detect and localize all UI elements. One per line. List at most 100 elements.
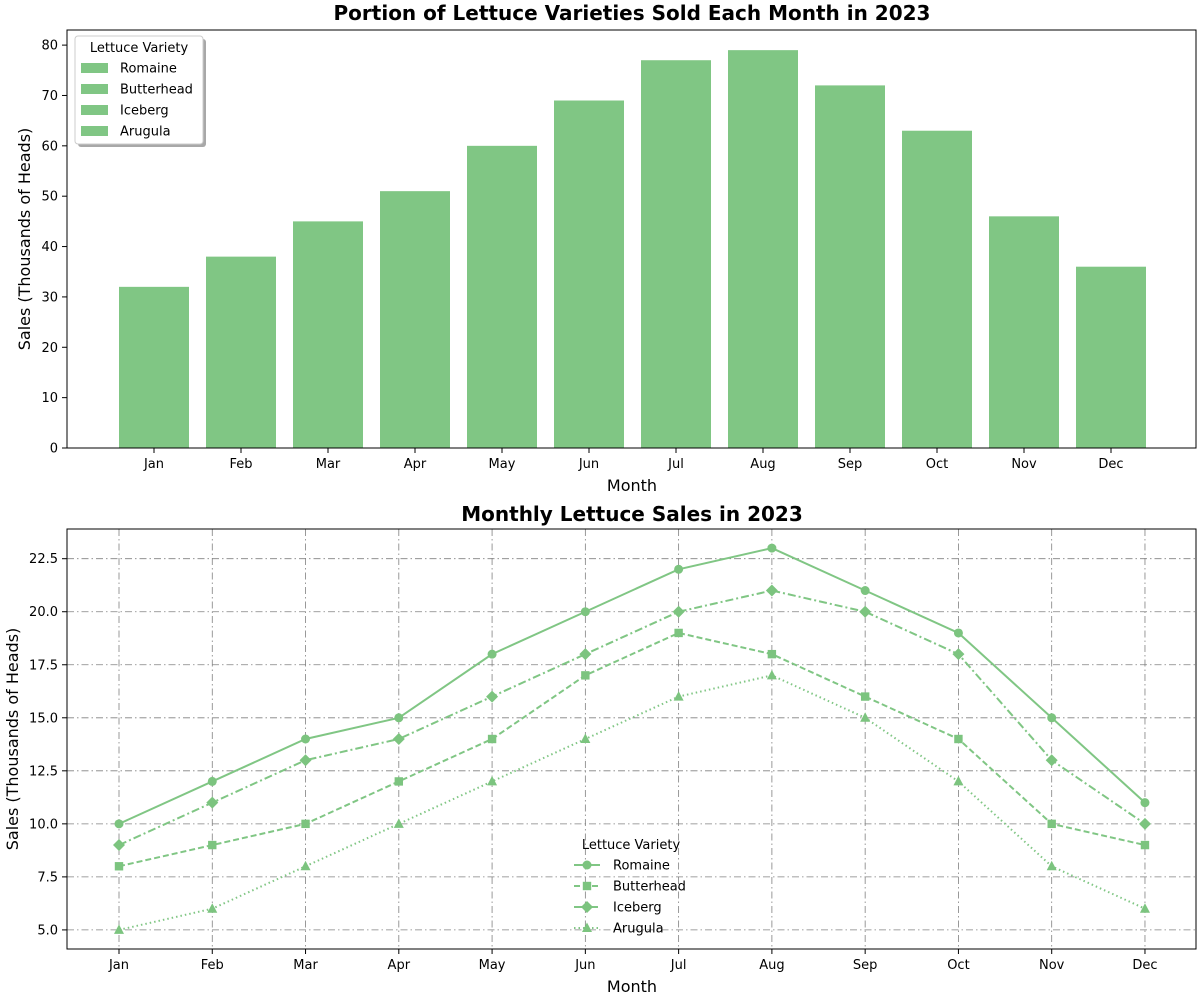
- point-iceberg: [1138, 817, 1151, 830]
- bar-chart: Portion of Lettuce Varieties Sold Each M…: [15, 1, 1197, 495]
- bar-jan: [119, 286, 189, 448]
- bar-apr: [380, 191, 450, 449]
- point-arugula: [1139, 903, 1150, 913]
- line-x-tick-label: May: [479, 958, 506, 973]
- line-y-tick-label: 22.5: [29, 552, 58, 567]
- bar-jul: [641, 60, 711, 449]
- bar-sep: [815, 85, 885, 449]
- bar-x-tick-label: Feb: [229, 457, 252, 472]
- point-butterhead: [954, 734, 963, 744]
- point-arugula: [393, 818, 404, 828]
- point-arugula: [207, 903, 218, 913]
- bar-y-ticks: 0 10 20 30 40 50 60 70 80: [41, 39, 67, 457]
- point-butterhead: [1047, 819, 1056, 829]
- line-x-axis-label: Month: [607, 977, 657, 996]
- series-iceberg: [113, 584, 1151, 852]
- line-y-tick-label: 15.0: [29, 711, 58, 726]
- line-y-tick-label: 12.5: [29, 764, 58, 779]
- line-legend-marker: [582, 922, 592, 932]
- point-arugula: [300, 860, 311, 871]
- line-legend-marker: [582, 860, 592, 870]
- line-legend-entries: Romaine Butterhead Iceberg Arugula: [574, 859, 686, 937]
- bar-aug: [728, 50, 798, 448]
- bar-x-tick-label: May: [489, 457, 516, 472]
- line-legend-marker: [581, 901, 593, 913]
- point-butterhead: [208, 840, 217, 850]
- bar-x-ticks: Jan Feb Mar Apr May Jun Jul Aug Sep Oct Nov Dec: [143, 448, 1124, 472]
- point-romaine: [767, 543, 777, 553]
- point-iceberg: [672, 605, 685, 618]
- line-y-tick-label: 20.0: [29, 605, 58, 620]
- series-line-iceberg: [118, 589, 1146, 846]
- point-arugula: [114, 924, 124, 934]
- bar-y-tick-label: 80: [41, 39, 58, 54]
- point-romaine: [301, 734, 311, 744]
- series-line-arugula: [118, 674, 1146, 931]
- point-butterhead: [1140, 840, 1150, 850]
- point-arugula: [766, 669, 777, 680]
- point-romaine: [674, 564, 684, 574]
- point-butterhead: [674, 628, 683, 638]
- line-x-tick-label: Jun: [574, 958, 595, 973]
- line-chart: Monthly Lettuce Sales in 2023 Jan Feb Mar A…: [3, 502, 1197, 996]
- point-iceberg: [579, 648, 592, 661]
- line-legend-entry: Romaine: [613, 859, 670, 874]
- bar-legend-title: Lettuce Variety: [90, 41, 189, 56]
- point-iceberg: [765, 584, 778, 597]
- bar-y-tick-label: 30: [41, 290, 58, 305]
- point-romaine: [1047, 713, 1057, 723]
- line-y-ticks: 5.0 7.5 10.0 12.5 15.0 17.5 20.0 22.5: [29, 552, 67, 938]
- line-x-tick-label: Nov: [1039, 958, 1065, 973]
- bar-x-tick-label: Jun: [578, 457, 599, 472]
- point-iceberg: [206, 796, 219, 809]
- line-legend-entry: Butterhead: [613, 880, 686, 895]
- bar-x-tick-label: Mar: [316, 457, 341, 472]
- bar-x-tick-label: Apr: [404, 457, 427, 472]
- line-x-tick-label: Mar: [293, 958, 318, 973]
- bar-may: [467, 145, 537, 448]
- line-x-tick-label: Dec: [1132, 958, 1157, 973]
- bar-y-tick-label: 0: [50, 442, 58, 457]
- line-y-tick-label: 7.5: [37, 870, 58, 885]
- line-y-tick-label: 5.0: [37, 923, 58, 938]
- bar-y-tick-label: 60: [41, 139, 58, 154]
- point-iceberg: [113, 839, 125, 852]
- bar-x-tick-label: Dec: [1098, 457, 1123, 472]
- series-line-romaine: [118, 547, 1146, 825]
- point-iceberg: [486, 690, 499, 703]
- bar-feb: [206, 256, 276, 448]
- line-legend-entry: Arugula: [613, 922, 664, 937]
- point-butterhead: [767, 649, 777, 659]
- point-iceberg: [952, 648, 965, 661]
- point-romaine: [580, 607, 590, 617]
- bar-chart-title: Portion of Lettuce Varieties Sold Each M…: [334, 1, 931, 25]
- bar-x-tick-label: Jan: [143, 457, 164, 472]
- point-iceberg: [392, 733, 405, 745]
- line-y-axis-label: Sales (Thousands of Heads): [3, 628, 22, 851]
- line-legend-marker: [582, 881, 592, 891]
- bar-legend-entries: Romaine Butterhead Iceberg Arugula: [81, 62, 193, 140]
- line-legend: Lettuce Variety Romaine Butterhead Iceberg…: [574, 838, 686, 937]
- line-y-tick-label: 10.0: [29, 817, 58, 832]
- point-butterhead: [860, 692, 870, 701]
- bar-legend-swatch: [81, 126, 108, 136]
- bar-x-tick-label: Sep: [838, 457, 863, 472]
- line-x-tick-label: Aug: [759, 958, 784, 973]
- bar-legend-swatch: [81, 105, 108, 115]
- series-romaine: [114, 543, 1150, 829]
- bar-series: [119, 50, 1146, 449]
- point-butterhead: [487, 734, 497, 744]
- bar-plot-frame: [66, 29, 1197, 449]
- point-arugula: [1046, 860, 1057, 871]
- line-plot-frame: [66, 528, 1197, 950]
- bar-legend-swatch: [81, 63, 108, 73]
- bar-legend-entry: Romaine: [120, 62, 177, 77]
- bar-x-tick-label: Aug: [750, 457, 775, 472]
- bar-y-tick-label: 40: [41, 240, 58, 255]
- line-x-tick-label: Feb: [201, 958, 224, 973]
- bar-mar: [293, 221, 363, 448]
- bar-y-tick-label: 70: [41, 89, 58, 104]
- line-x-ticks: Jan Feb Mar Apr May Jun Jul Aug Sep Oct Nov Dec: [108, 949, 1158, 973]
- bar-y-tick-label: 20: [41, 341, 58, 356]
- bar-x-tick-label: Jul: [667, 457, 684, 472]
